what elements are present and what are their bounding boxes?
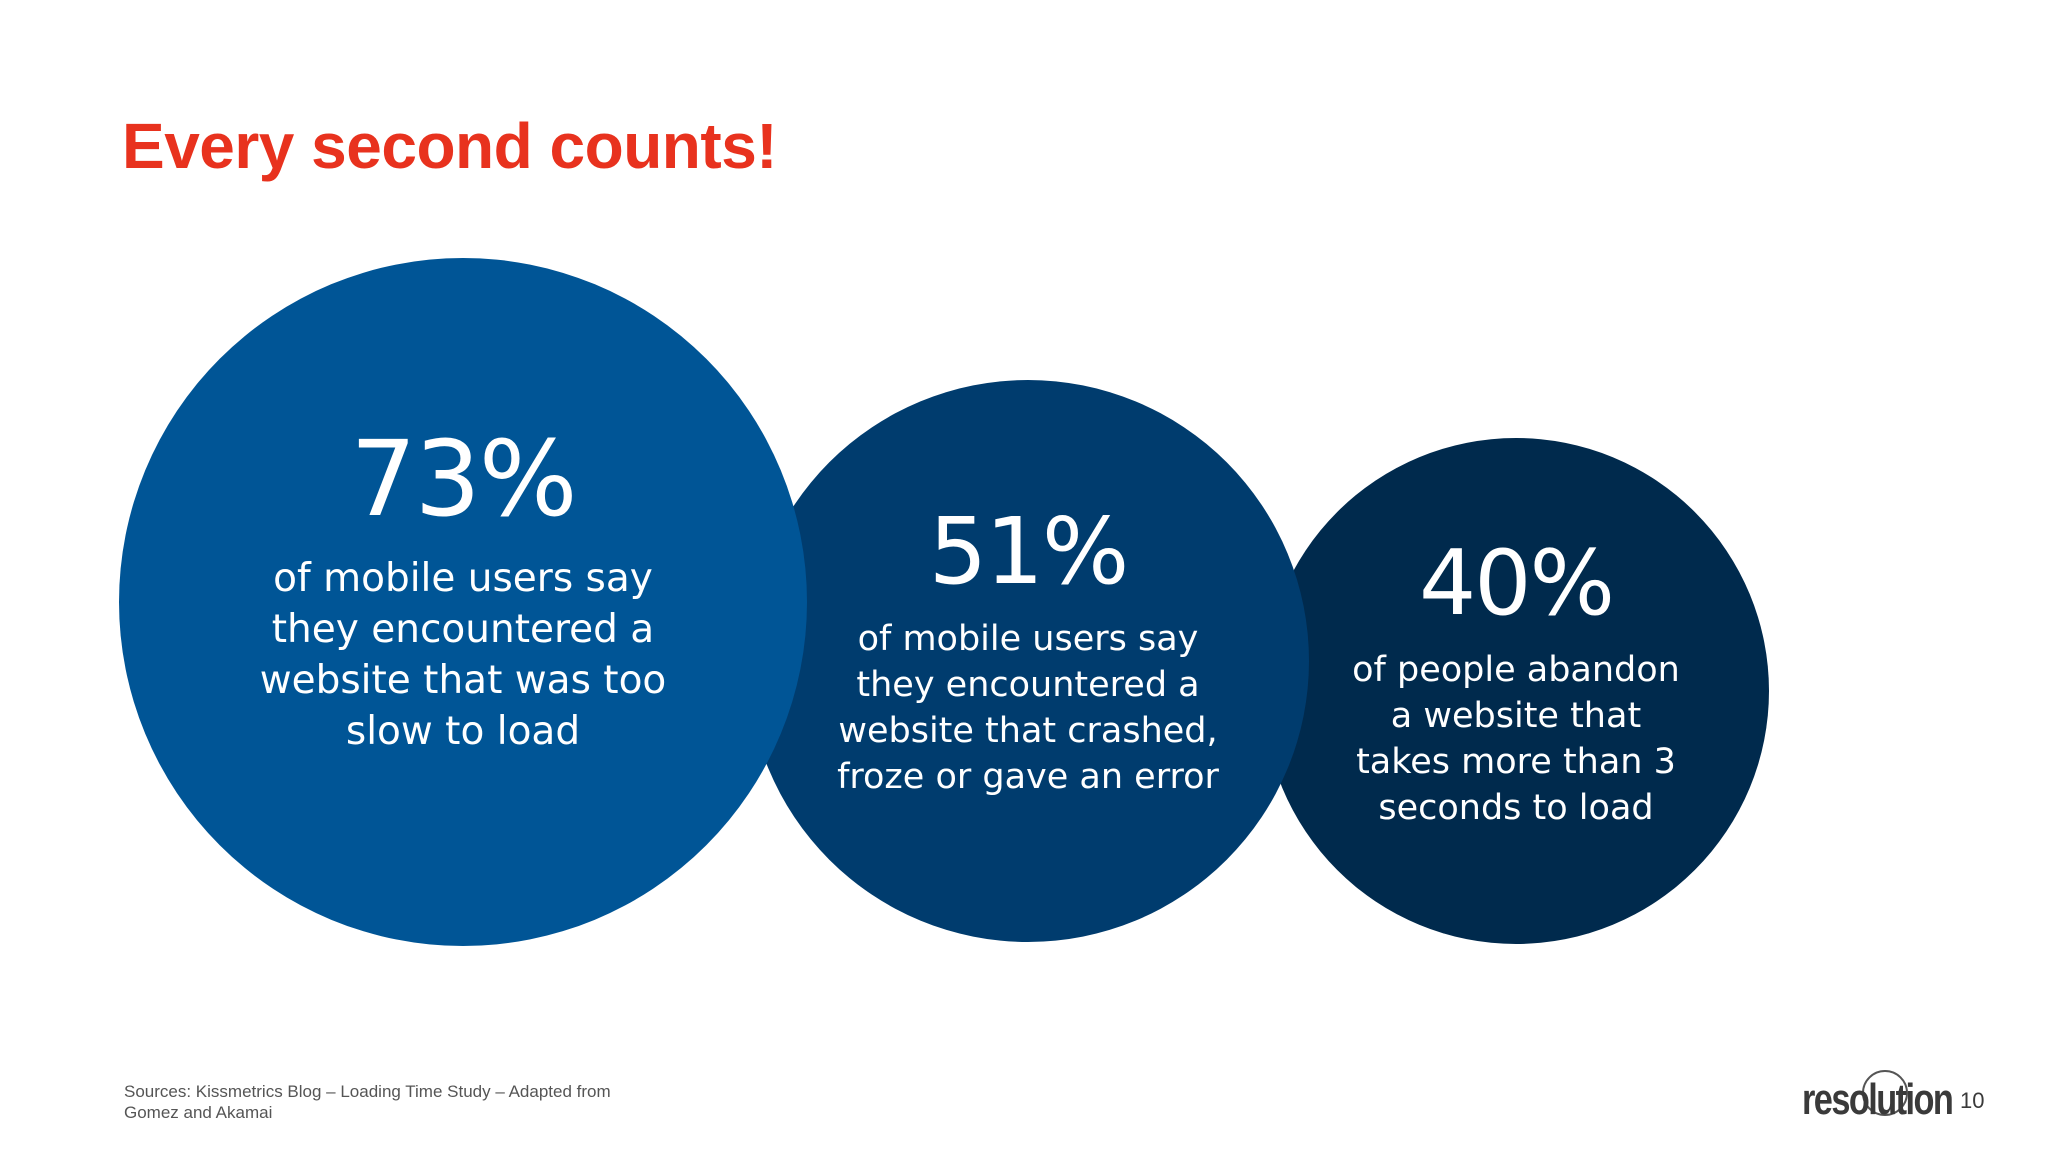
sources-footnote: Sources: Kissmetrics Blog – Loading Time… <box>124 1082 611 1122</box>
resolution-logo: resolution <box>1802 1076 1995 1124</box>
logo-text: resolution <box>1802 1075 1954 1124</box>
stat-value-3: 40% <box>1418 531 1615 636</box>
stat-circle-3-content: 40% of people abandon a website that tak… <box>1352 539 1680 831</box>
stat-value-1: 73% <box>350 418 577 540</box>
logo-ring-icon <box>1862 1070 1908 1116</box>
slide-title: Every second counts! <box>122 110 778 182</box>
stat-value-2: 51% <box>928 498 1129 605</box>
stat-circle-2: 51% of mobile users say they encountered… <box>747 380 1309 942</box>
stat-description-2: of mobile users say they encountered a w… <box>837 619 1219 797</box>
stat-circle-1: 73% of mobile users say they encountered… <box>119 258 807 946</box>
page-number: 10 <box>1960 1088 1985 1113</box>
stat-circle-1-content: 73% of mobile users say they encountered… <box>260 427 667 757</box>
stat-description-3: of people abandon a website that takes m… <box>1352 650 1680 828</box>
stat-circle-2-content: 51% of mobile users say they encountered… <box>837 506 1219 800</box>
stat-description-1: of mobile users say they encountered a w… <box>259 556 667 754</box>
stat-circle-3: 40% of people abandon a website that tak… <box>1263 438 1769 944</box>
